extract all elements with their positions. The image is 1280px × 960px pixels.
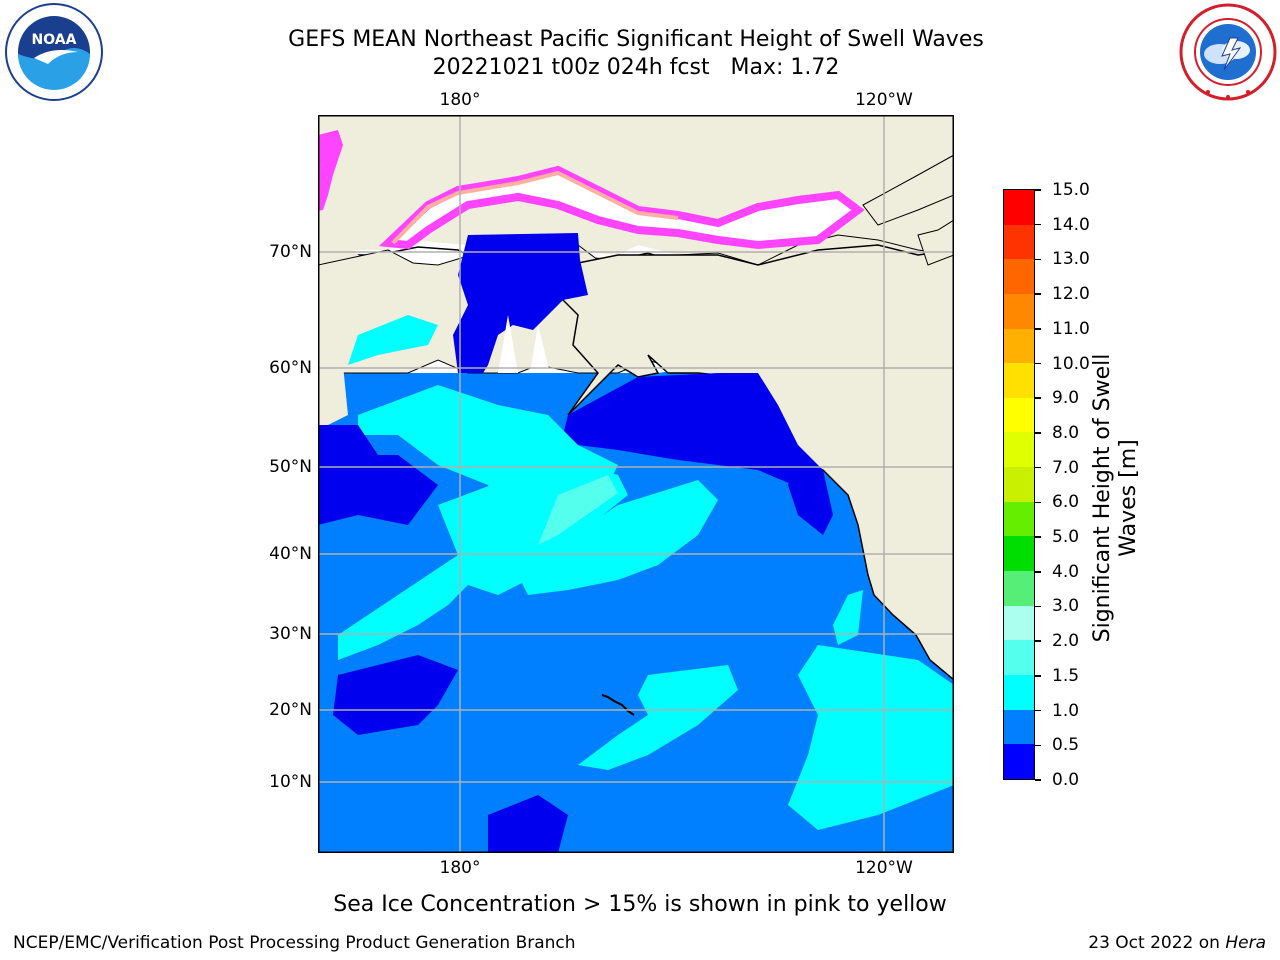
- colorbar-tick-label: 0.0: [1052, 770, 1080, 790]
- footer-left: NCEP/EMC/Verification Post Processing Pr…: [13, 933, 576, 953]
- colorbar-tick-mark: [1035, 709, 1041, 712]
- colorbar-bin: [1004, 328, 1034, 364]
- colorbar-bin: [1004, 467, 1034, 502]
- footer-date: 23 Oct 2022 on: [1088, 933, 1226, 953]
- footer-right: 23 Oct 2022 on Hera: [1088, 933, 1266, 953]
- colorbar-bin: [1004, 432, 1034, 468]
- colorbar-tick-mark: [1035, 744, 1041, 747]
- chart-title-line2: 20221021 t00z 024h fcst Max: 1.72: [432, 55, 840, 80]
- colorbar-tick-mark: [1035, 501, 1041, 504]
- colorbar-label-line2: Waves [m]: [1116, 439, 1141, 557]
- graticule: [318, 115, 954, 853]
- lon-label-top-180: 180°: [439, 90, 481, 110]
- colorbar-tick-mark: [1035, 258, 1041, 261]
- colorbar-tick-label: 4.0: [1052, 561, 1080, 582]
- colorbar-bin: [1004, 293, 1034, 329]
- lat-label-70n: 70°N: [269, 242, 312, 262]
- colorbar-bin: [1004, 640, 1034, 675]
- lon-label-bottom-180: 180°: [439, 858, 481, 878]
- colorbar-tick-mark: [1035, 293, 1041, 295]
- colorbar-tick-mark: [1035, 605, 1041, 608]
- colorbar-tick-mark: [1035, 328, 1041, 330]
- lat-label-40n: 40°N: [269, 544, 312, 564]
- colorbar-tick-label: 10.0: [1052, 353, 1090, 374]
- colorbar-tick-label: 9.0: [1052, 388, 1080, 409]
- lat-label-10n: 10°N: [269, 772, 312, 792]
- colorbar-bin: [1004, 709, 1034, 745]
- colorbar-tick-label: 12.0: [1052, 284, 1090, 305]
- colorbar-bin: [1004, 259, 1034, 294]
- colorbar-tick-label: 6.0: [1052, 492, 1080, 513]
- colorbar-tick-label: 1.5: [1052, 665, 1080, 686]
- colorbar-tick-label: 14.0: [1052, 214, 1090, 235]
- colorbar-bin: [1004, 224, 1034, 260]
- lat-label-60n: 60°N: [269, 358, 312, 378]
- colorbar-tick-label: 13.0: [1052, 249, 1090, 270]
- colorbar-tick-mark: [1035, 466, 1041, 469]
- colorbar-bin: [1004, 190, 1034, 225]
- noaa-logo-text: NOAA: [32, 32, 77, 48]
- colorbar-tick-label: 7.0: [1052, 457, 1080, 478]
- colorbar-tick-mark: [1035, 362, 1041, 365]
- colorbar-tick-mark: [1035, 675, 1041, 677]
- lat-label-50n: 50°N: [269, 457, 312, 477]
- colorbar-bin: [1004, 605, 1034, 641]
- colorbar: [1003, 189, 1035, 780]
- colorbar-label-line1: Significant Height of Swell: [1090, 353, 1115, 643]
- colorbar-tick-label: 2.0: [1052, 631, 1080, 652]
- sea-ice-note: Sea Ice Concentration > 15% is shown in …: [333, 892, 947, 917]
- chart-title-line1: GEFS MEAN Northeast Pacific Significant …: [288, 27, 984, 52]
- colorbar-tick-label: 5.0: [1052, 527, 1080, 548]
- colorbar-tick-label: 15.0: [1052, 180, 1090, 200]
- colorbar-bin: [1004, 363, 1034, 398]
- colorbar-bin: [1004, 744, 1034, 779]
- lat-label-20n: 20°N: [269, 700, 312, 720]
- colorbar-tick-mark: [1035, 571, 1041, 573]
- lon-label-top-120w: 120°W: [855, 90, 913, 110]
- colorbar-tick-mark: [1035, 223, 1041, 226]
- colorbar-tick-mark: [1035, 189, 1041, 191]
- noaa-logo: NOAA: [4, 2, 104, 102]
- colorbar-tick-label: 8.0: [1052, 422, 1080, 443]
- colorbar-tick-mark: [1035, 640, 1041, 642]
- lon-label-bottom-120w: 120°W: [855, 858, 913, 878]
- lat-label-30n: 30°N: [269, 624, 312, 644]
- colorbar-tick-label: 11.0: [1052, 318, 1090, 339]
- colorbar-tick-label: 3.0: [1052, 596, 1080, 617]
- colorbar-label: Significant Height of Swell Waves [m]: [1090, 348, 1142, 648]
- nws-logo: [1178, 2, 1278, 102]
- colorbar-bin: [1004, 571, 1034, 606]
- footer-host: Hera: [1225, 933, 1266, 953]
- colorbar-tick-label: 1.0: [1052, 700, 1080, 721]
- colorbar-tick-mark: [1035, 397, 1041, 399]
- colorbar-bin: [1004, 397, 1034, 433]
- colorbar-bin: [1004, 674, 1034, 710]
- colorbar-bin: [1004, 536, 1034, 572]
- colorbar-tick-mark: [1035, 536, 1041, 538]
- colorbar-tick-label: 0.5: [1052, 735, 1080, 756]
- map-panel: [317, 115, 955, 853]
- colorbar-bin: [1004, 501, 1034, 537]
- colorbar-tick-mark: [1035, 779, 1041, 781]
- colorbar-tick-mark: [1035, 432, 1041, 434]
